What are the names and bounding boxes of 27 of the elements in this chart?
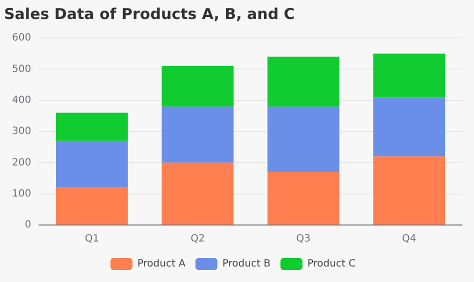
x-tick-label: Q4 [402, 234, 416, 245]
y-tick-label: 500 [12, 64, 32, 75]
y-tick-label: 200 [12, 157, 32, 168]
bar [162, 106, 234, 163]
y-tick-label: 0 [24, 220, 32, 231]
y-tick-label: 100 [12, 188, 32, 200]
bar [56, 112, 128, 141]
bar [267, 172, 340, 224]
bar [56, 140, 128, 188]
bar [373, 97, 446, 156]
x-tick-label: Q2 [190, 234, 205, 245]
legend-label: Product A [137, 258, 186, 270]
x-tick-label: Q3 [296, 234, 311, 245]
bar [267, 106, 340, 172]
legend-label: Product C [307, 258, 356, 270]
bar [373, 156, 446, 224]
bar [162, 162, 234, 224]
bar [56, 188, 128, 224]
chart-title: Sales Data of Products A, B, and C [4, 4, 295, 23]
y-tick-label: 400 [12, 94, 32, 106]
legend-label: Product B [222, 258, 271, 270]
y-tick-label: 600 [12, 32, 32, 44]
bar [162, 66, 234, 107]
y-tick-label: 300 [12, 126, 32, 138]
x-tick-label: Q1 [84, 234, 100, 245]
bar [267, 56, 340, 107]
bar [373, 54, 446, 98]
